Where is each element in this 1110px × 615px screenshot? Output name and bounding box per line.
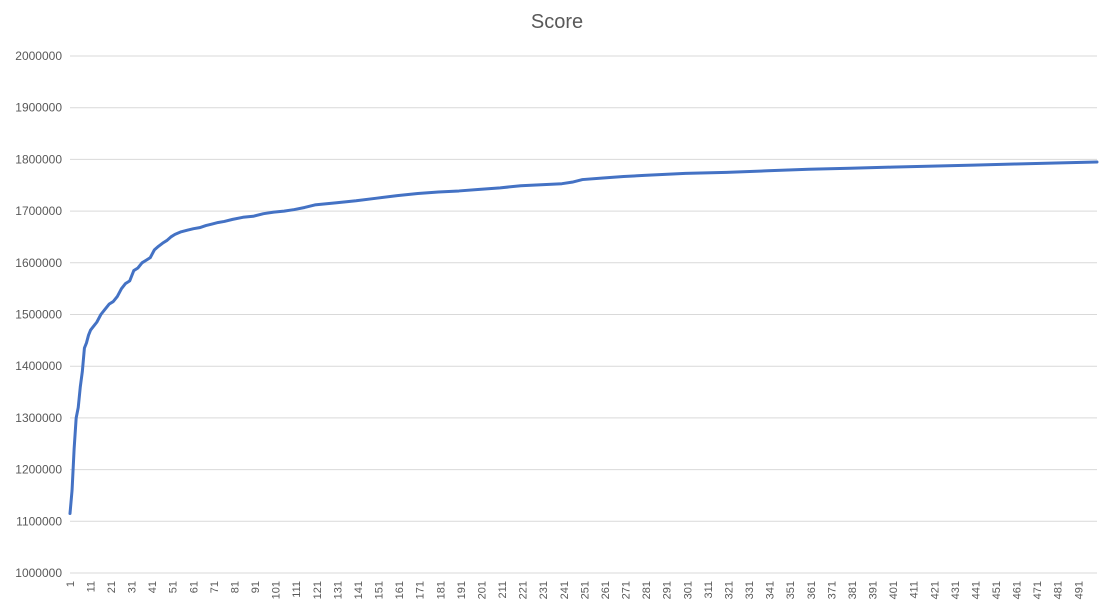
y-axis-tick-labels: 1000000 1100000 1200000 1300000 1400000 15000… xyxy=(15,49,62,580)
x-tick-label: 1 xyxy=(65,581,77,587)
x-tick-label: 351 xyxy=(785,581,797,599)
y-tick-label: 2000000 xyxy=(15,49,62,63)
x-tick-label: 81 xyxy=(229,581,241,593)
y-tick-label: 1200000 xyxy=(15,463,62,477)
x-tick-label: 31 xyxy=(127,581,139,593)
y-tick-label: 1000000 xyxy=(15,566,62,580)
x-tick-label: 441 xyxy=(970,581,982,599)
x-tick-label: 381 xyxy=(847,581,859,599)
x-tick-label: 421 xyxy=(929,581,941,599)
x-tick-label: 341 xyxy=(765,581,777,599)
x-tick-label: 371 xyxy=(826,581,838,599)
x-tick-label: 191 xyxy=(456,581,468,599)
y-tick-label: 1700000 xyxy=(15,204,62,218)
x-tick-label: 211 xyxy=(497,581,509,599)
x-tick-label: 251 xyxy=(579,581,591,599)
y-tick-label: 1100000 xyxy=(16,514,62,528)
score-series-line xyxy=(68,160,1099,516)
y-tick-label: 1900000 xyxy=(15,101,62,115)
x-tick-label: 61 xyxy=(188,581,200,593)
y-tick-label: 1500000 xyxy=(15,308,62,322)
x-tick-label: 481 xyxy=(1053,581,1065,599)
x-tick-label: 491 xyxy=(1073,581,1085,599)
x-tick-label: 401 xyxy=(888,581,900,599)
x-tick-label: 71 xyxy=(209,581,221,593)
x-tick-label: 51 xyxy=(168,581,180,593)
x-tick-label: 21 xyxy=(106,581,118,593)
y-tick-label: 1400000 xyxy=(15,359,62,373)
x-tick-label: 431 xyxy=(950,581,962,599)
y-tick-label: 1600000 xyxy=(15,256,62,270)
x-tick-label: 391 xyxy=(868,581,880,599)
x-tick-label: 221 xyxy=(518,581,530,599)
x-tick-label: 91 xyxy=(250,581,262,593)
x-tick-label: 471 xyxy=(1032,581,1044,599)
y-tick-label: 1300000 xyxy=(15,411,62,425)
x-tick-label: 271 xyxy=(621,581,633,599)
x-tick-label: 141 xyxy=(353,581,365,599)
x-tick-label: 181 xyxy=(435,581,447,599)
x-tick-label: 241 xyxy=(559,581,571,599)
x-tick-label: 101 xyxy=(271,581,283,599)
x-tick-label: 411 xyxy=(909,581,921,599)
x-tick-label: 321 xyxy=(723,581,735,599)
gridlines xyxy=(70,55,1097,574)
x-tick-label: 311 xyxy=(703,581,715,599)
x-tick-label: 161 xyxy=(394,581,406,599)
x-tick-label: 301 xyxy=(682,581,694,599)
x-tick-label: 361 xyxy=(806,581,818,599)
x-tick-label: 281 xyxy=(641,581,653,599)
series-layer xyxy=(68,160,1099,516)
x-axis-tick-labels: 1 11 21 31 41 51 61 71 81 91 101 111 121 131 141 151 161… xyxy=(65,581,1085,599)
x-tick-label: 201 xyxy=(476,581,488,599)
x-tick-label: 41 xyxy=(147,581,159,593)
x-tick-label: 261 xyxy=(600,581,612,599)
x-tick-label: 11 xyxy=(85,581,97,592)
x-tick-label: 231 xyxy=(538,581,550,599)
x-tick-label: 121 xyxy=(312,581,324,599)
x-tick-label: 151 xyxy=(374,581,386,599)
x-tick-label: 461 xyxy=(1012,581,1024,599)
x-tick-label: 291 xyxy=(662,581,674,599)
x-tick-label: 131 xyxy=(332,581,344,599)
x-tick-label: 111 xyxy=(291,581,303,598)
y-tick-label: 1800000 xyxy=(15,152,62,166)
x-tick-label: 171 xyxy=(415,581,427,599)
chart-title: Score xyxy=(531,11,583,33)
x-tick-label: 451 xyxy=(991,581,1003,599)
x-tick-label: 331 xyxy=(744,581,756,599)
